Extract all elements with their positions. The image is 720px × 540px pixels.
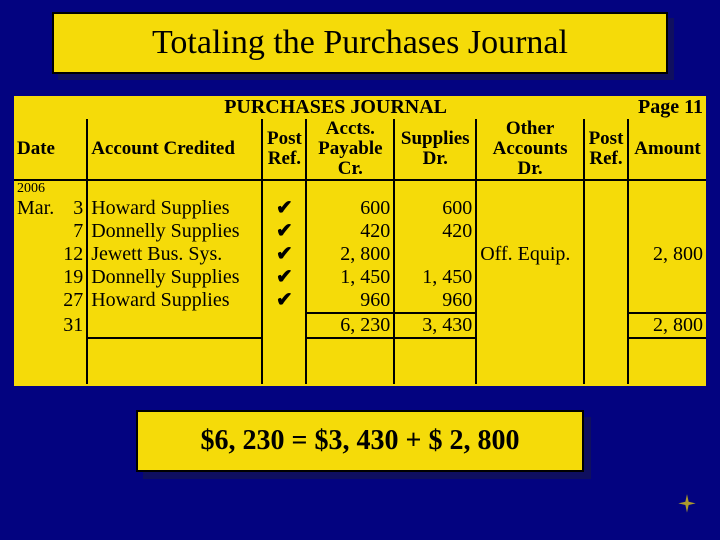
equation-text: $6, 230 = $3, 430 + $ 2, 800 <box>201 425 520 457</box>
cell-amount-total: 2, 800 <box>628 313 706 338</box>
col-post-ref-2: PostRef. <box>584 119 628 180</box>
cell-postref2 <box>584 197 628 220</box>
year-row: 2006 <box>14 180 706 197</box>
cell-apcr: 1, 450 <box>306 266 394 289</box>
cell-postref: ✔ <box>262 220 306 243</box>
cell-day: 7 <box>57 220 87 243</box>
cell-postref2 <box>584 220 628 243</box>
sparkle-icon <box>674 492 700 518</box>
table-row: 27 Howard Supplies ✔ 960 960 <box>14 289 706 313</box>
cell-postref2 <box>584 289 628 313</box>
cell-amount <box>628 220 706 243</box>
cell-account <box>87 313 262 338</box>
table-row: 19 Donnelly Supplies ✔ 1, 450 1, 450 <box>14 266 706 289</box>
cell-sdr: 960 <box>394 289 476 313</box>
cell-apcr: 600 <box>306 197 394 220</box>
cell-account: Donnelly Supplies <box>87 266 262 289</box>
cell-account: Jewett Bus. Sys. <box>87 243 262 266</box>
cell-sdr <box>394 243 476 266</box>
cell-account: Donnelly Supplies <box>87 220 262 243</box>
col-other-accounts-dr: OtherAccountsDr. <box>476 119 584 180</box>
col-supplies-dr: SuppliesDr. <box>394 119 476 180</box>
col-accts-payable-cr: Accts.PayableCr. <box>306 119 394 180</box>
journal-page-label: Page 11 <box>584 96 706 119</box>
table-row: 12 Jewett Bus. Sys. ✔ 2, 800 Off. Equip.… <box>14 243 706 266</box>
col-date: Date <box>14 119 87 180</box>
table-row <box>14 338 706 361</box>
cell-apcr-total: 6, 230 <box>306 313 394 338</box>
cell-month: Mar. <box>14 197 57 220</box>
cell-other <box>476 266 584 289</box>
cell-postref: ✔ <box>262 197 306 220</box>
table-row-totals: 31 6, 230 3, 430 2, 800 <box>14 313 706 338</box>
table-row <box>14 361 706 384</box>
cell-postref <box>262 313 306 338</box>
cell-amount <box>628 289 706 313</box>
cell-other <box>476 313 584 338</box>
cell-postref2 <box>584 243 628 266</box>
cell-apcr: 960 <box>306 289 394 313</box>
cell-day: 27 <box>57 289 87 313</box>
cell-account: Howard Supplies <box>87 197 262 220</box>
title-panel: Totaling the Purchases Journal <box>52 12 668 74</box>
cell-other <box>476 197 584 220</box>
cell-account: Howard Supplies <box>87 289 262 313</box>
page-title: Totaling the Purchases Journal <box>152 24 568 62</box>
col-post-ref: PostRef. <box>262 119 306 180</box>
cell-other: Off. Equip. <box>476 243 584 266</box>
cell-sdr: 1, 450 <box>394 266 476 289</box>
journal-heading: PURCHASES JOURNAL <box>87 96 584 119</box>
cell-amount <box>628 197 706 220</box>
equation-box: $6, 230 = $3, 430 + $ 2, 800 <box>136 410 584 472</box>
cell-postref: ✔ <box>262 289 306 313</box>
column-headers-row: Date Account Credited PostRef. Accts.Pay… <box>14 119 706 180</box>
purchases-journal-panel: PURCHASES JOURNAL Page 11 Date Account C… <box>14 96 706 386</box>
cell-postref2 <box>584 313 628 338</box>
cell-postref2 <box>584 266 628 289</box>
cell-sdr: 600 <box>394 197 476 220</box>
cell-day: 19 <box>57 266 87 289</box>
title-box: Totaling the Purchases Journal <box>52 12 668 74</box>
cell-other <box>476 289 584 313</box>
journal-title-row: PURCHASES JOURNAL Page 11 <box>14 96 706 119</box>
cell-day: 31 <box>57 313 87 338</box>
cell-day: 12 <box>57 243 87 266</box>
table-row: 7 Donnelly Supplies ✔ 420 420 <box>14 220 706 243</box>
journal-year: 2006 <box>14 180 87 197</box>
equation-panel: $6, 230 = $3, 430 + $ 2, 800 <box>136 410 584 472</box>
cell-other <box>476 220 584 243</box>
cell-amount <box>628 266 706 289</box>
cell-amount: 2, 800 <box>628 243 706 266</box>
col-amount: Amount <box>628 119 706 180</box>
cell-sdr: 420 <box>394 220 476 243</box>
cell-postref: ✔ <box>262 243 306 266</box>
col-account-credited: Account Credited <box>87 119 262 180</box>
cell-apcr: 2, 800 <box>306 243 394 266</box>
table-row: Mar. 3 Howard Supplies ✔ 600 600 <box>14 197 706 220</box>
cell-postref: ✔ <box>262 266 306 289</box>
cell-sdr-total: 3, 430 <box>394 313 476 338</box>
cell-day: 3 <box>57 197 87 220</box>
purchases-journal-table: PURCHASES JOURNAL Page 11 Date Account C… <box>14 96 706 384</box>
cell-apcr: 420 <box>306 220 394 243</box>
